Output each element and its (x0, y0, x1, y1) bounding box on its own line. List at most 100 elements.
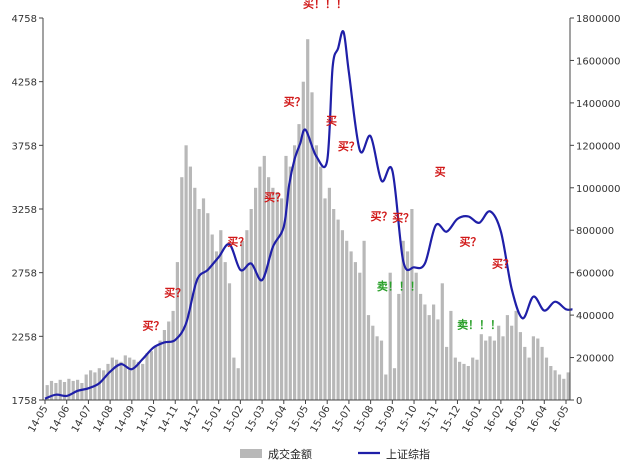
right-tick-label: 1200000 (576, 141, 621, 152)
x-tick-label: 15-10 (396, 404, 420, 435)
x-tick-label: 15-08 (352, 404, 376, 435)
volume-bar (527, 357, 531, 400)
volume-bar (62, 382, 67, 400)
volume-bar (227, 283, 232, 400)
volume-bar (536, 338, 540, 400)
annotation-label: 买 (326, 115, 337, 128)
left-tick-label: 1758 (12, 396, 37, 407)
annotation-label: 买？ (392, 211, 414, 224)
x-tick-label: 15-09 (374, 404, 398, 435)
volume-bar (375, 336, 379, 400)
volume-bar (167, 321, 171, 400)
annotation-label: 买！！！ (303, 0, 347, 11)
volume-bar (54, 383, 58, 400)
volume-bar (136, 361, 140, 400)
volume-bar (540, 346, 544, 400)
x-tick-label: 16-05 (548, 404, 572, 435)
annotation-label: 买？ (264, 191, 286, 204)
x-tick-label: 15-01 (200, 404, 224, 435)
volume-bar (301, 81, 305, 400)
right-tick-label: 1000000 (576, 184, 621, 195)
x-tick-label: 15-11 (417, 404, 441, 435)
left-tick-label: 3258 (12, 205, 37, 216)
volume-bar (505, 315, 509, 400)
left-tick-labels: 1758 2258 2758 3258 3758 4258 4758 (12, 14, 43, 407)
right-tick-label: 400000 (576, 311, 614, 322)
volume-bar (171, 310, 175, 400)
left-tick-label: 3758 (12, 141, 37, 152)
index-line (44, 29, 573, 400)
volume-bar (254, 187, 258, 400)
x-tick-label: 14-06 (48, 404, 72, 435)
volume-bar (514, 310, 518, 400)
volume-bar (115, 359, 119, 400)
volume-bar (557, 374, 562, 400)
x-tick-label: 14-08 (92, 404, 116, 435)
volume-bar (188, 166, 192, 400)
volume-bar (310, 92, 314, 401)
volume-bar (366, 315, 371, 400)
volume-bar (258, 166, 262, 400)
volume-bar (288, 166, 292, 400)
volume-bar (419, 293, 423, 400)
volume-bar (345, 240, 349, 400)
annotation-label: 买？ (143, 320, 165, 333)
x-tick-label: 15-12 (439, 404, 463, 435)
volume-bar (71, 380, 75, 400)
volume-bar (201, 198, 206, 400)
volume-bar (275, 192, 279, 400)
volume-bar (379, 340, 384, 400)
x-tick-label: 14-11 (157, 404, 181, 435)
legend-label-volume: 成交金额 (268, 447, 312, 461)
volume-bar (323, 198, 327, 400)
volume-bar (440, 283, 444, 400)
annotation-label: 买？ (370, 210, 392, 223)
volume-bar (349, 251, 353, 400)
volume-bar (210, 234, 214, 400)
x-tick-label: 14-09 (113, 404, 137, 435)
annotation-label: 买？ (164, 287, 186, 300)
annotation-label: 买？ (338, 140, 360, 153)
volume-bar (566, 372, 570, 400)
volume-bar (193, 187, 197, 400)
x-tick-label: 15-06 (309, 404, 333, 435)
volume-bar (284, 155, 288, 400)
volume-bar (475, 359, 479, 400)
volume-bar (206, 213, 210, 400)
annotations: 买？买？买？买？买？买！！！买买？买？ 买？买买？买？卖！！！卖！！！ (143, 0, 515, 333)
legend-background (0, 436, 630, 473)
volume-bar (236, 368, 240, 400)
volume-bar (327, 187, 331, 400)
volume-bar (154, 346, 158, 400)
volume-bar (488, 336, 492, 400)
volume-bar (358, 272, 362, 400)
volume-bar (232, 357, 236, 400)
volume-bar (462, 363, 466, 400)
volume-bar (466, 366, 470, 400)
volume-bar (432, 304, 436, 400)
volume-bar (89, 370, 93, 400)
x-tick-label: 16-01 (461, 404, 485, 435)
volume-bar (145, 353, 149, 400)
volume-bar (427, 315, 431, 400)
volume-bar (492, 340, 496, 400)
right-tick-label: 1400000 (576, 99, 621, 110)
volume-bar (549, 366, 553, 400)
volume-bar (501, 336, 505, 400)
volume-bar (518, 332, 522, 400)
volume-bar (240, 240, 245, 400)
volume-bar (479, 334, 483, 400)
volume-bar (132, 359, 136, 400)
x-tick-label: 16-04 (526, 404, 550, 435)
volume-bar (149, 351, 153, 400)
volume-bar (119, 361, 123, 400)
volume-bar (180, 177, 184, 400)
volume-bar (219, 230, 223, 400)
x-tick-label: 15-03 (244, 404, 268, 435)
volume-bar (197, 209, 201, 400)
annotation-label: 买？ (459, 236, 481, 249)
volume-bar (553, 370, 557, 400)
volume-bar (562, 378, 566, 400)
volume-bar (314, 145, 318, 400)
x-tick-labels: 14-0514-0614-0714-0814-0914-1014-1114-12… (27, 400, 572, 435)
